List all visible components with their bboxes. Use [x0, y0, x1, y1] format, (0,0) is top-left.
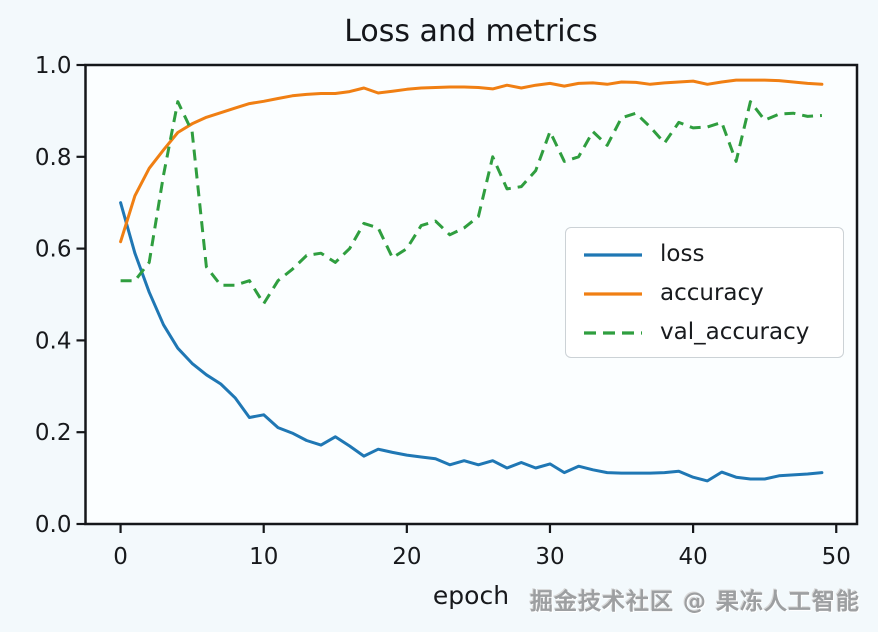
loss-line-sample — [582, 244, 644, 263]
legend-item-loss: loss — [566, 237, 843, 270]
watermark-text: 掘金技术社区 @ 果冻人工智能 — [530, 589, 861, 615]
legend: loss accuracy val_accuracy — [565, 227, 844, 358]
val-accuracy-line-sample — [582, 322, 644, 341]
x-axis-label: epoch — [432, 581, 510, 610]
y-tick-label: 1.0 — [35, 53, 72, 79]
y-tick-label: 0.8 — [35, 145, 72, 171]
legend-label-loss: loss — [660, 240, 705, 267]
x-tick-label: 30 — [535, 544, 564, 570]
chart-title: Loss and metrics — [344, 14, 598, 49]
legend-label-accuracy: accuracy — [660, 279, 764, 306]
legend-item-accuracy: accuracy — [566, 276, 843, 309]
legend-item-val-accuracy: val_accuracy — [566, 315, 843, 348]
x-tick-label: 50 — [822, 544, 851, 570]
loss-line — [119, 201, 824, 483]
val_accuracy-line — [120, 100, 822, 306]
accuracy-line-sample — [582, 283, 644, 302]
x-tick-label: 20 — [392, 544, 421, 570]
x-tick-label: 0 — [113, 544, 128, 570]
x-tick-label: 10 — [249, 544, 278, 570]
y-tick-label: 0.2 — [35, 420, 72, 446]
accuracy-line — [119, 78, 824, 244]
legend-label-val-accuracy: val_accuracy — [660, 318, 810, 345]
x-tick-label: 40 — [678, 544, 707, 570]
y-tick-label: 0.6 — [35, 237, 72, 263]
y-tick-label: 0.0 — [35, 512, 72, 538]
y-tick-label: 0.4 — [35, 328, 72, 354]
